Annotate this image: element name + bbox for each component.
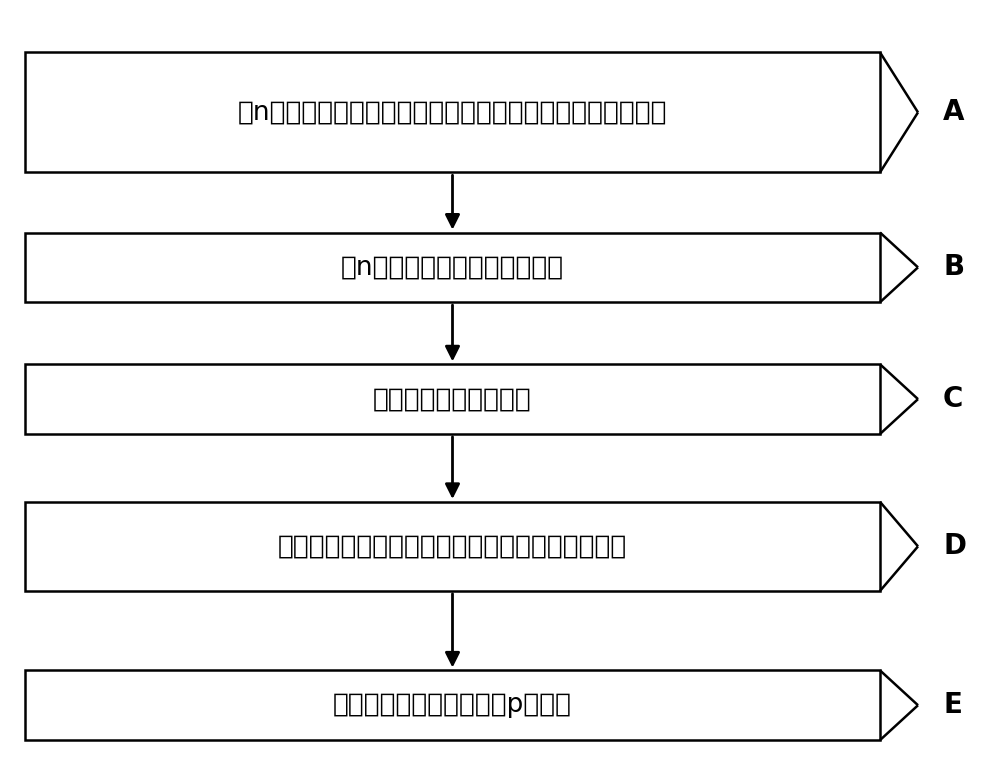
Bar <box>25 502 880 591</box>
FancyArrowPatch shape <box>446 594 459 664</box>
Bar <box>25 670 880 740</box>
Text: C: C <box>943 385 963 413</box>
Bar <box>25 364 880 434</box>
Text: D: D <box>943 532 966 560</box>
Text: 对本征层进行离子注入: 对本征层进行离子注入 <box>373 386 532 412</box>
FancyArrowPatch shape <box>446 305 459 358</box>
Bar <box>25 232 880 302</box>
FancyArrowPatch shape <box>446 437 459 496</box>
Text: 应用纳秒超快激光对离子注入后的本征层进行退火: 应用纳秒超快激光对离子注入后的本征层进行退火 <box>278 533 627 560</box>
FancyArrowPatch shape <box>446 175 459 226</box>
Bar <box>25 53 880 173</box>
Text: E: E <box>943 691 962 719</box>
Text: B: B <box>943 253 964 281</box>
Text: A: A <box>943 98 965 126</box>
Text: 在退火后的本征层上生长p型帽层: 在退火后的本征层上生长p型帽层 <box>333 692 572 718</box>
Text: 在n型碳化硅衬底上生长本征层: 在n型碳化硅衬底上生长本征层 <box>341 254 564 281</box>
Text: 对n型碳化硅衬底进行预处理，以去除表面的污染物和氧化层: 对n型碳化硅衬底进行预处理，以去除表面的污染物和氧化层 <box>238 99 667 126</box>
